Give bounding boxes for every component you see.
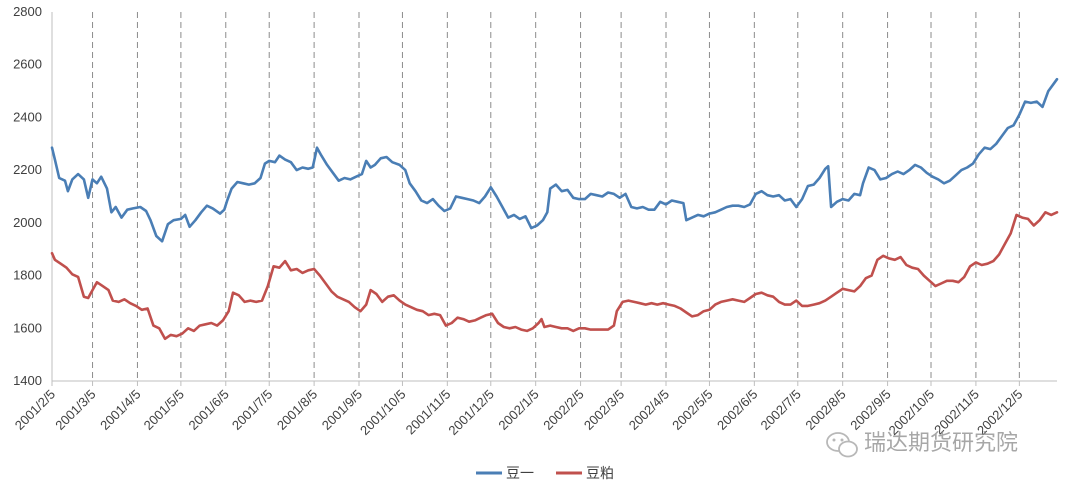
x-tick-label: 2002/6/5 <box>714 387 760 433</box>
x-tick-label: 2001/2/5 <box>12 387 58 433</box>
x-tick-label: 2002/4/5 <box>626 387 672 433</box>
x-tick-label: 2001/10/5 <box>357 387 409 439</box>
y-tick-label: 1800 <box>13 268 42 283</box>
y-tick-label: 1400 <box>13 373 42 388</box>
legend-label: 豆一 <box>506 466 534 482</box>
y-tick-label: 2200 <box>13 162 42 177</box>
x-tick-label: 2001/8/5 <box>274 387 320 433</box>
x-tick-label: 2002/5/5 <box>669 387 715 433</box>
x-tick-label: 2001/7/5 <box>229 387 275 433</box>
watermark-text: 瑞达期货研究院 <box>864 431 1018 456</box>
x-tick-label: 2001/3/5 <box>52 387 98 433</box>
watermark: 瑞达期货研究院 <box>826 431 1018 458</box>
y-tick-label: 2400 <box>13 109 42 124</box>
legend: 豆一 豆粕 <box>476 466 614 482</box>
x-axis: 2001/2/52001/3/52001/4/52001/5/52001/6/5… <box>12 381 1025 439</box>
x-tick-label: 2002/1/5 <box>495 387 541 433</box>
y-tick-label: 2800 <box>13 4 42 19</box>
x-tick-label: 2001/11/5 <box>403 387 454 438</box>
x-tick-label: 2002/2/5 <box>540 387 586 433</box>
series-line-1 <box>50 77 1059 243</box>
y-tick-label: 2000 <box>13 215 42 230</box>
x-tick-label: 2002/11/5 <box>931 387 982 438</box>
x-tick-label: 2002/3/5 <box>581 387 627 433</box>
y-tick-label: 1600 <box>13 320 42 335</box>
y-tick-label: 2600 <box>13 57 42 72</box>
x-tick-label: 2001/5/5 <box>141 387 187 433</box>
wechat-icon <box>826 432 858 458</box>
legend-label: 豆粕 <box>586 466 614 482</box>
series-lines <box>50 77 1059 341</box>
x-tick-label: 2001/6/5 <box>186 387 232 433</box>
grid-lines <box>92 12 1020 381</box>
x-tick-label: 2002/7/5 <box>758 387 804 433</box>
x-tick-label: 2001/4/5 <box>97 387 143 433</box>
series-line-2 <box>50 211 1059 341</box>
x-tick-label: 2002/8/5 <box>802 387 848 433</box>
y-axis: 1400 1600 1800 2000 2200 2400 2600 2800 <box>13 4 1057 388</box>
x-tick-label: 2001/12/5 <box>445 387 497 439</box>
